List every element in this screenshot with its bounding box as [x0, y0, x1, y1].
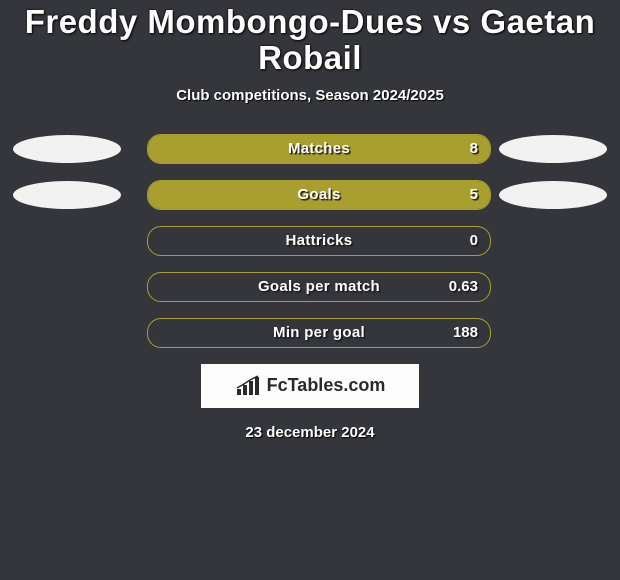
stat-value: 0 — [470, 227, 478, 255]
comparison-title: Freddy Mombongo-Dues vs Gaetan Robail — [0, 4, 620, 77]
stat-value: 8 — [470, 135, 478, 163]
stat-bar: Goals5 — [147, 180, 491, 210]
stat-label: Hattricks — [148, 227, 490, 255]
stat-bar: Goals per match0.63 — [147, 272, 491, 302]
stat-label: Min per goal — [148, 319, 490, 347]
stat-row: Hattricks0 — [0, 226, 620, 256]
stat-label: Goals per match — [148, 273, 490, 301]
comparison-subtitle: Club competitions, Season 2024/2025 — [0, 87, 620, 104]
snapshot-date: 23 december 2024 — [0, 424, 620, 441]
stat-label: Matches — [148, 135, 490, 163]
player-ellipse-left — [13, 135, 121, 163]
player-ellipse-right — [499, 181, 607, 209]
stat-bar: Hattricks0 — [147, 226, 491, 256]
stat-value: 5 — [470, 181, 478, 209]
stat-row: Goals5 — [0, 180, 620, 210]
stat-bar: Matches8 — [147, 134, 491, 164]
bar-chart-icon — [235, 375, 261, 397]
stat-row: Goals per match0.63 — [0, 272, 620, 302]
player-ellipse-left — [13, 181, 121, 209]
logo-text: FcTables.com — [267, 375, 386, 396]
stat-row: Min per goal188 — [0, 318, 620, 348]
stat-row: Matches8 — [0, 134, 620, 164]
stat-label: Goals — [148, 181, 490, 209]
logo-box: FcTables.com — [201, 364, 419, 408]
stat-bar: Min per goal188 — [147, 318, 491, 348]
stat-value: 0.63 — [449, 273, 478, 301]
stat-rows: Matches8Goals5Hattricks0Goals per match0… — [0, 134, 620, 348]
stat-value: 188 — [453, 319, 478, 347]
player-ellipse-right — [499, 135, 607, 163]
